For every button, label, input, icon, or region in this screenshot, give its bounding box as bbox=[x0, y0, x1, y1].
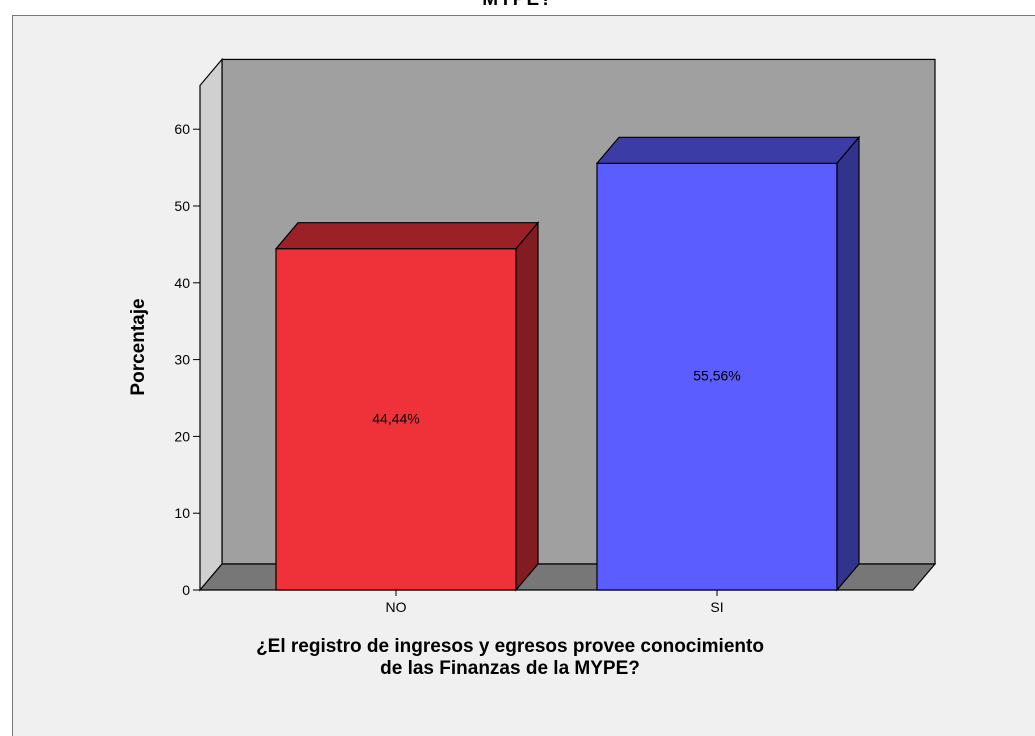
x-axis-label-line-1: ¿El registro de ingresos y egresos prove… bbox=[256, 636, 764, 657]
x-tick-label: NO bbox=[386, 599, 407, 615]
x-tick-label: SI bbox=[710, 599, 723, 615]
bar-side bbox=[515, 221, 539, 592]
y-tick-label: 0 bbox=[182, 582, 190, 598]
bar-chart: 0 10 20 30 40 50 60 44,44% NO 55,56% SI bbox=[174, 57, 937, 615]
bar-top bbox=[274, 222, 540, 250]
data-label: 55,56% bbox=[693, 368, 740, 384]
y-tick-label: 60 bbox=[174, 121, 190, 137]
x-axis-label-line-2: de las Finanzas de la MYPE? bbox=[380, 658, 640, 679]
y-tick-label: 40 bbox=[174, 275, 190, 291]
x-axis-label: ¿El registro de ingresos y egresos prove… bbox=[150, 636, 870, 680]
y-axis-label: Porcentaje bbox=[128, 298, 149, 396]
data-label: 44,44% bbox=[372, 410, 419, 426]
bar-side bbox=[836, 135, 860, 592]
y-tick-label: 50 bbox=[174, 198, 190, 214]
side-wall bbox=[199, 57, 223, 592]
bar-top bbox=[595, 136, 861, 164]
y-tick-label: 30 bbox=[174, 352, 190, 368]
y-tick-label: 20 bbox=[174, 428, 190, 444]
bar bbox=[596, 162, 838, 591]
chart-title: MYPE? bbox=[0, 0, 1035, 11]
y-tick-label: 10 bbox=[174, 505, 190, 521]
